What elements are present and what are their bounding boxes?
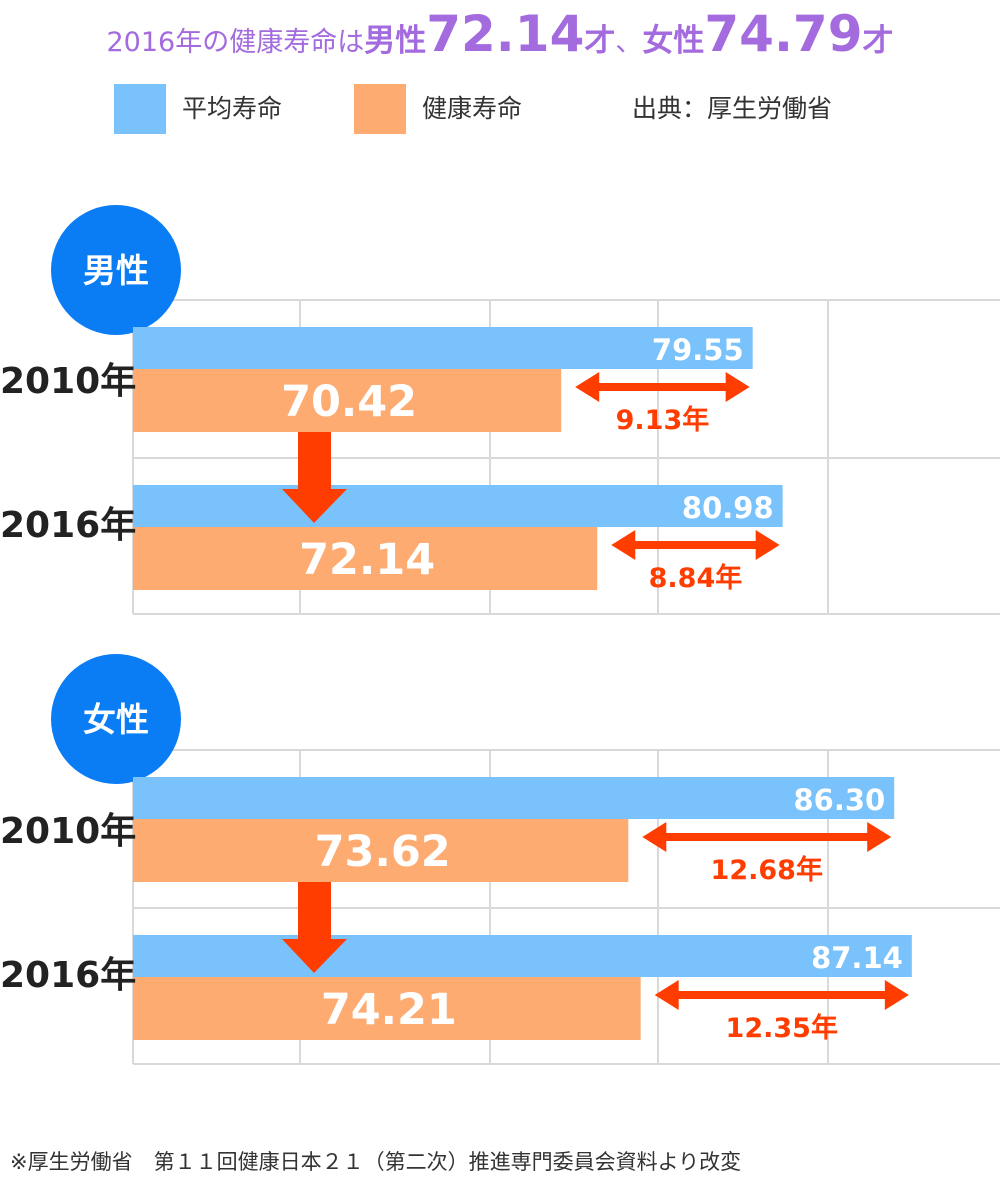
legend-label-avg: 平均寿命 [182, 94, 283, 123]
gap-arrow-head-left [642, 822, 667, 852]
gap-arrow-head-right [867, 822, 892, 852]
gap-label: 9.13年 [616, 404, 710, 436]
bar-avg-value-label: 80.98 [682, 491, 774, 525]
gender-badge [51, 654, 181, 784]
legend-swatch-avg [114, 84, 166, 134]
headline-female-value: 74.79 [704, 5, 863, 63]
bar-avg-value-label: 86.30 [793, 783, 885, 817]
legend-swatch-healthy [354, 84, 406, 134]
year-label: 2010年 [0, 811, 136, 852]
gap-arrow-head-right [755, 530, 780, 560]
headline-male-value: 72.14 [426, 5, 585, 63]
gap-arrow-head-right [884, 980, 909, 1010]
source-label: 出典：厚生労働省 [632, 94, 833, 123]
bar-healthy-life [133, 369, 562, 432]
bar-healthy-value-label: 73.62 [315, 827, 451, 877]
gap-arrow-head-left [611, 530, 636, 560]
bar-healthy-life [133, 819, 629, 882]
headline-separator: 、 [615, 27, 643, 58]
legend-label-healthy: 健康寿命 [422, 94, 523, 123]
bar-healthy-life [133, 527, 598, 590]
trend-arrow-shaft [298, 882, 331, 941]
gap-label: 8.84年 [649, 562, 743, 594]
trend-arrow-head [282, 489, 347, 523]
trend-arrow-shaft [298, 432, 331, 491]
headline-prefix: 2016年の健康寿命は [106, 27, 365, 58]
year-label: 2016年 [0, 505, 136, 546]
gender-badge-label: 男性 [83, 251, 149, 290]
headline-male-label: 男性 [364, 23, 427, 59]
gap-label: 12.35年 [726, 1012, 838, 1044]
gap-arrow-head-left [575, 372, 600, 402]
year-label: 2010年 [0, 361, 136, 402]
bar-healthy-value-label: 74.21 [321, 985, 457, 1035]
gender-badge-label: 女性 [83, 700, 149, 739]
bar-avg-value-label: 87.14 [811, 941, 903, 975]
bar-avg-life [133, 935, 912, 977]
gap-arrow-head-left [654, 980, 679, 1010]
footnote: ※厚生労働省 第１１回健康日本２１（第二次）推進専門委員会資料より改変 [10, 1150, 742, 1174]
bar-healthy-value-label: 70.42 [281, 377, 417, 427]
gap-label: 12.68年 [711, 854, 823, 886]
bar-healthy-value-label: 72.14 [299, 535, 435, 585]
headline-unit-female: 才 [862, 23, 894, 59]
gender-badge [51, 205, 181, 335]
headline-unit-male: 才 [584, 23, 616, 59]
bar-avg-life [133, 485, 783, 527]
bar-avg-value-label: 79.55 [652, 333, 744, 367]
year-label: 2016年 [0, 955, 136, 996]
headline: 2016年の健康寿命は男性72.14才、女性74.79才 [0, 4, 1000, 64]
trend-arrow-head [282, 939, 347, 973]
bar-avg-life [133, 777, 895, 819]
bar-healthy-life [133, 977, 641, 1040]
headline-female-label: 女性 [642, 23, 705, 59]
gap-arrow-head-right [725, 372, 750, 402]
bar-avg-life [133, 327, 753, 369]
